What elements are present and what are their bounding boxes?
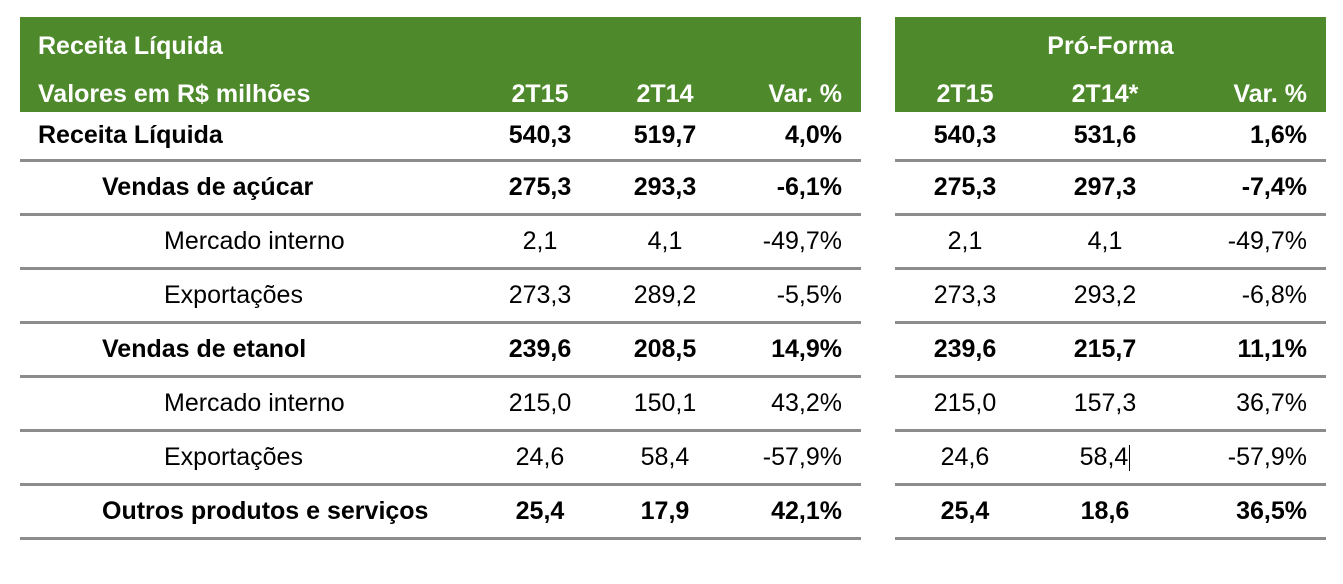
cell-pf-var: -49,7%: [1227, 227, 1307, 255]
cell-var: -57,9%: [762, 443, 842, 471]
cell-2t14: 289,2: [633, 281, 697, 309]
proforma-title: Pró-Forma: [1047, 32, 1174, 60]
row-label: Exportações: [164, 443, 303, 471]
column-header-2t14: 2T14: [636, 80, 694, 108]
cell-pf-2t15: 25,4: [940, 497, 990, 525]
cell-pf-var: 36,5%: [1236, 497, 1307, 525]
cell-2t15: 215,0: [508, 389, 572, 417]
cell-pf-var: -6,8%: [1241, 281, 1307, 309]
cell-2t14: 4,1: [647, 227, 683, 255]
table-row: Exportações 24,6 58,4 -57,9%: [20, 432, 861, 486]
row-label: Mercado interno: [164, 389, 345, 417]
cell-pf-2t15: 24,6: [940, 443, 990, 471]
table-title: Receita Líquida: [38, 32, 223, 60]
table-row: Outros produtos e serviços 25,4 17,9 42,…: [20, 486, 861, 540]
cell-pf-2t14: 18,6: [1080, 497, 1130, 525]
table-row: 24,6 58,4 -57,9%: [895, 432, 1326, 486]
table-row: 273,3 293,2 -6,8%: [895, 270, 1326, 324]
cell-2t15: 2,1: [522, 227, 558, 255]
cell-2t15: 25,4: [515, 497, 565, 525]
cell-2t15: 275,3: [508, 173, 572, 201]
cell-2t14: 293,3: [633, 173, 697, 201]
cell-2t15: 239,6: [508, 335, 572, 363]
cell-pf-2t14: 4,1: [1087, 227, 1123, 255]
cell-2t14: 519,7: [633, 121, 697, 149]
cell-pf-2t15: 275,3: [933, 173, 997, 201]
table-header: Receita Líquida Valores em R$ milhões 2T…: [20, 17, 861, 112]
cell-2t14: 17,9: [640, 497, 690, 525]
table-row: Vendas de açúcar 275,3 293,3 -6,1%: [20, 162, 861, 216]
proforma-column-header-2t14: 2T14*: [1071, 80, 1139, 108]
cell-pf-var: 11,1%: [1237, 335, 1307, 363]
cell-2t14: 208,5: [633, 335, 697, 363]
table-row: Exportações 273,3 289,2 -5,5%: [20, 270, 861, 324]
cell-pf-2t14: 297,3: [1073, 173, 1137, 201]
proforma-column-header-var: Var. %: [1233, 80, 1307, 108]
cell-var: -6,1%: [776, 173, 842, 201]
cell-pf-2t15: 540,3: [933, 121, 997, 149]
cell-pf-2t14: 157,3: [1073, 389, 1137, 417]
proforma-column-header-2t15: 2T15: [936, 80, 994, 108]
cell-pf-2t14: 531,6: [1073, 121, 1137, 149]
table-row: 275,3 297,3 -7,4%: [895, 162, 1326, 216]
table-row: Vendas de etanol 239,6 208,5 14,9%: [20, 324, 861, 378]
row-label: Exportações: [164, 281, 303, 309]
table-row: 239,6 215,7 11,1%: [895, 324, 1326, 378]
cell-pf-2t15: 2,1: [947, 227, 983, 255]
cell-var: 42,1%: [771, 497, 842, 525]
cell-2t14: 58,4: [640, 443, 690, 471]
cell-pf-2t15: 273,3: [933, 281, 997, 309]
cell-var: -49,7%: [762, 227, 842, 255]
cell-var: 43,2%: [771, 389, 842, 417]
row-label: Vendas de açúcar: [102, 173, 314, 201]
row-label: Receita Líquida: [38, 121, 223, 149]
proforma-table: Pró-Forma 2T15 2T14* Var. % 540,3 531,6 …: [895, 17, 1326, 540]
table-row: Mercado interno 2,1 4,1 -49,7%: [20, 216, 861, 270]
table-subtitle: Valores em R$ milhões: [38, 80, 311, 108]
table-row: 2,1 4,1 -49,7%: [895, 216, 1326, 270]
cell-pf-var: -57,9%: [1227, 443, 1307, 471]
cell-2t15: 273,3: [508, 281, 572, 309]
cell-pf-2t15: 239,6: [933, 335, 997, 363]
row-label: Outros produtos e serviços: [102, 497, 429, 525]
cell-2t15: 24,6: [515, 443, 565, 471]
row-label: Mercado interno: [164, 227, 345, 255]
cell-var: -5,5%: [776, 281, 842, 309]
cell-pf-var: 1,6%: [1250, 121, 1307, 149]
proforma-header: Pró-Forma 2T15 2T14* Var. %: [895, 17, 1326, 112]
cell-pf-2t14: 293,2: [1073, 281, 1137, 309]
cell-var: 14,9%: [771, 335, 842, 363]
column-header-var: Var. %: [768, 80, 842, 108]
cell-2t14: 150,1: [633, 389, 697, 417]
cell-var: 4,0%: [785, 121, 842, 149]
cell-pf-2t15: 215,0: [933, 389, 997, 417]
cell-pf-2t14: 58,4: [1045, 432, 1165, 483]
cell-2t15: 540,3: [508, 121, 572, 149]
revenue-table: Receita Líquida Valores em R$ milhões 2T…: [20, 17, 861, 540]
table-row: Mercado interno 215,0 150,1 43,2%: [20, 378, 861, 432]
text-cursor: [1129, 444, 1131, 471]
column-header-2t15: 2T15: [511, 80, 569, 108]
table-row: 25,4 18,6 36,5%: [895, 486, 1326, 540]
row-label: Vendas de etanol: [102, 335, 307, 363]
table-row: 540,3 531,6 1,6%: [895, 112, 1326, 162]
table-row: Receita Líquida 540,3 519,7 4,0%: [20, 112, 861, 162]
cell-pf-2t14-value: 58,4: [1079, 443, 1129, 471]
cell-pf-var: 36,7%: [1236, 389, 1307, 417]
cell-pf-2t14: 215,7: [1073, 335, 1137, 363]
table-row: 215,0 157,3 36,7%: [895, 378, 1326, 432]
cell-pf-var: -7,4%: [1241, 173, 1307, 201]
